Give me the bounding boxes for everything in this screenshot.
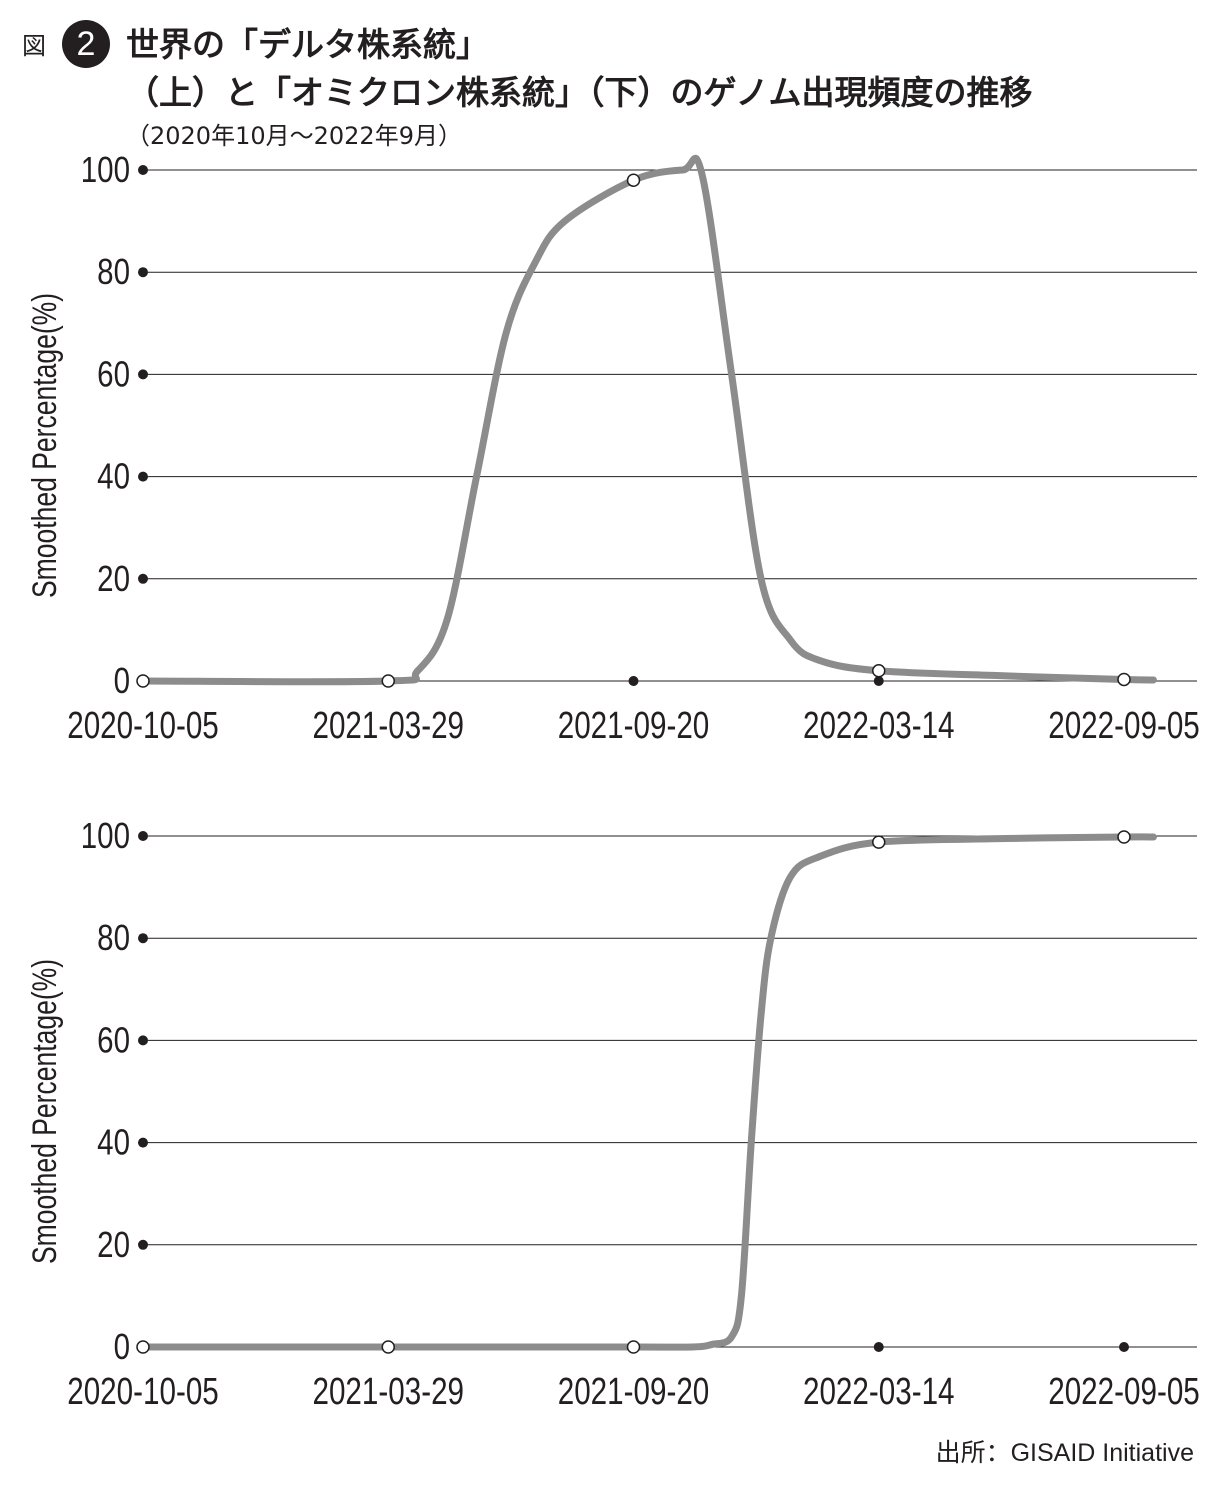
- filled-marker: [873, 1342, 884, 1352]
- x-tick-label: 2020-10-05: [67, 705, 219, 747]
- y-tick-label: 40: [97, 456, 130, 496]
- y-tick-dot: [138, 1137, 148, 1148]
- figure-number-badge: 2: [62, 20, 110, 68]
- y-tick-dot: [138, 165, 148, 175]
- source-note: 出所：GISAID Initiative: [935, 1439, 1194, 1467]
- delta-chart: 0 20 40 60 80 100 Smoothed Percentage(%) 2020-1…: [26, 150, 1200, 747]
- x-tick-label: 2020-10-05: [67, 1371, 219, 1413]
- y-tick-dot: [138, 267, 148, 278]
- figure-number: 2: [76, 24, 96, 63]
- x-tick-label: 2021-03-29: [312, 705, 464, 747]
- y-tick-dot: [138, 1035, 148, 1046]
- y-tick-label: 80: [97, 917, 130, 957]
- y-tick-label: 40: [97, 1122, 130, 1162]
- hollow-marker: [1117, 672, 1131, 687]
- chart-subtitle: （2020年10月～2022年9月）: [126, 122, 462, 150]
- chart-title-line2: （上）と「オミクロン株系統」（下）のゲノム出現頻度の推移: [126, 73, 1033, 112]
- x-tick-label: 2022-03-14: [803, 1371, 955, 1413]
- y-tick-dot: [138, 369, 148, 380]
- figure-label: 図: [22, 32, 46, 60]
- y-tick-dot: [138, 1239, 148, 1250]
- hollow-marker: [872, 664, 886, 678]
- y-tick-label: 80: [97, 251, 130, 291]
- y-tick-dot: [138, 933, 148, 944]
- filled-marker: [1119, 1342, 1129, 1352]
- y-tick-label: 0: [114, 1326, 130, 1366]
- series-line: [139, 154, 1157, 686]
- hollow-marker: [381, 1340, 395, 1354]
- hollow-marker: [136, 674, 150, 688]
- y-tick-label: 0: [114, 660, 130, 700]
- hollow-marker: [626, 1340, 641, 1354]
- y-tick-dot: [138, 831, 148, 841]
- y-tick-dot: [138, 573, 148, 584]
- y-tick-label: 100: [81, 150, 130, 190]
- hollow-marker: [872, 835, 886, 849]
- y-axis-label: Smoothed Percentage(%): [26, 293, 64, 598]
- hollow-marker: [381, 674, 395, 688]
- series-line: [139, 833, 1157, 1351]
- x-tick-label: 2022-03-14: [803, 705, 955, 747]
- hollow-marker: [626, 173, 641, 187]
- x-tick-label: 2022-09-05: [1048, 705, 1200, 747]
- y-tick-dot: [138, 471, 148, 482]
- x-tick-label: 2022-09-05: [1048, 1371, 1200, 1413]
- chart-title-line1: 世界の「デルタ株系統」: [126, 25, 489, 64]
- y-tick-label: 60: [97, 1020, 130, 1060]
- x-tick-label: 2021-09-20: [558, 1371, 710, 1413]
- y-tick-label: 60: [97, 354, 130, 394]
- x-tick-label: 2021-09-20: [558, 705, 710, 747]
- x-tick-label: 2021-03-29: [312, 1371, 464, 1413]
- y-tick-label: 20: [97, 558, 130, 598]
- y-tick-label: 20: [97, 1224, 130, 1264]
- hollow-marker: [136, 1340, 150, 1354]
- filled-marker: [628, 676, 639, 686]
- omicron-chart: 0 20 40 60 80 100 Smoothed Percentage(%) 2020-1…: [26, 816, 1200, 1413]
- y-axis-label: Smoothed Percentage(%): [26, 959, 64, 1264]
- hollow-marker: [1117, 830, 1131, 844]
- y-tick-label: 100: [81, 816, 130, 856]
- filled-marker: [873, 676, 884, 686]
